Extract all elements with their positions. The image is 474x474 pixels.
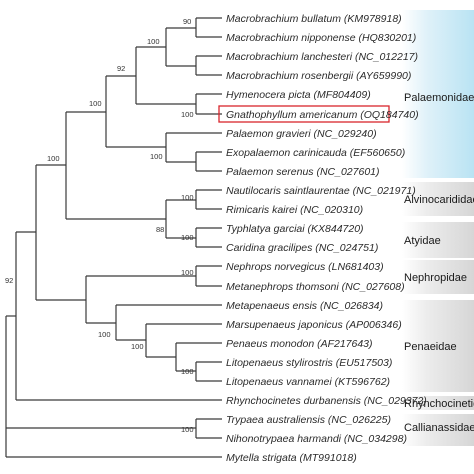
bootstrap-label: 100 xyxy=(89,99,102,108)
palaemonidae-band xyxy=(402,10,474,178)
alvinocarididae-band xyxy=(402,182,474,216)
nephropidae-band xyxy=(402,260,474,294)
taxon-label: Nautilocaris saintlaurentae (NC_021971) xyxy=(226,185,416,197)
taxon-label: Mytella strigata (MT991018) xyxy=(226,452,357,464)
taxon-label: Litopenaeus stylirostris (EU517503) xyxy=(226,357,392,369)
family-label-rhynchocinetidae: Rhynchocinetidae xyxy=(404,398,474,410)
taxon-label: Macrobrachium rosenbergii (AY659990) xyxy=(226,70,411,82)
bootstrap-label: 90 xyxy=(183,17,191,26)
bootstrap-label: 100 xyxy=(181,193,194,202)
family-label-palaemonidae: Palaemonidae xyxy=(404,92,474,104)
bootstrap-label: 92 xyxy=(5,276,13,285)
taxon-label: Penaeus monodon (AF217643) xyxy=(226,338,373,350)
taxon-label: Typhlatya garciai (KX844720) xyxy=(226,223,364,235)
atyidae-band xyxy=(402,222,474,258)
bootstrap-label: 100 xyxy=(181,425,194,434)
taxon-label: Trypaea australiensis (NC_026225) xyxy=(226,414,391,426)
rhynchocinetidae-band xyxy=(402,396,474,410)
taxon-label: Rimicaris kairei (NC_020310) xyxy=(226,204,363,216)
callianassidae-band xyxy=(402,414,474,446)
bootstrap-label: 100 xyxy=(181,268,194,277)
family-label-penaeidae: Penaeidae xyxy=(404,341,457,353)
penaeidae-band xyxy=(402,300,474,392)
taxon-label: Metanephrops thomsoni (NC_027608) xyxy=(226,281,405,293)
bootstrap-label: 100 xyxy=(150,152,163,161)
taxon-label: Metapenaeus ensis (NC_026834) xyxy=(226,300,383,312)
family-label-alvinocarididae: Alvinocarididae xyxy=(404,194,474,206)
taxon-label: Macrobrachium bullatum (KM978918) xyxy=(226,13,402,25)
bootstrap-label: 100 xyxy=(181,110,194,119)
taxon-label: Nephrops norvegicus (LN681403) xyxy=(226,261,384,273)
bootstrap-label: 88 xyxy=(156,225,164,234)
family-bands xyxy=(402,10,474,446)
taxon-label: Hymenocera picta (MF804409) xyxy=(226,89,371,101)
bootstrap-label: 100 xyxy=(47,154,60,163)
taxon-label: Rhynchocinetes durbanensis (NC_029372) xyxy=(226,395,427,407)
highlight-box xyxy=(218,105,390,123)
taxon-label: Macrobrachium lanchesteri (NC_012217) xyxy=(226,51,418,63)
taxon-label: Marsupenaeus japonicus (AP006346) xyxy=(226,319,402,331)
tree-branches xyxy=(5,17,222,458)
bootstrap-values: 90 100 92 100 100 100 100 100 100 88 92 … xyxy=(5,17,194,434)
bootstrap-label: 100 xyxy=(98,330,111,339)
taxon-label: Palaemon gravieri (NC_029240) xyxy=(226,128,377,140)
family-labels: Palaemonidae Alvinocarididae Atyidae Nep… xyxy=(404,92,474,434)
taxon-label-highlighted: Gnathophyllum americanum (OQ184740) xyxy=(226,109,419,121)
taxon-label: Palaemon serenus (NC_027601) xyxy=(226,166,380,178)
bootstrap-label: 100 xyxy=(131,342,144,351)
taxon-label: Caridina gracilipes (NC_024751) xyxy=(226,242,378,254)
taxon-label: Exopalaemon carinicauda (EF560650) xyxy=(226,147,405,159)
bootstrap-label: 100 xyxy=(181,367,194,376)
taxon-label: Litopenaeus vannamei (KT596762) xyxy=(226,376,390,388)
taxon-labels: Macrobrachium bullatum (KM978918) Macrob… xyxy=(218,13,427,464)
family-label-atyidae: Atyidae xyxy=(404,235,441,247)
family-label-nephropidae: Nephropidae xyxy=(404,272,467,284)
bootstrap-label: 92 xyxy=(117,64,125,73)
taxon-label: Nihonotrypaea harmandi (NC_034298) xyxy=(226,433,407,445)
bootstrap-label: 100 xyxy=(181,233,194,242)
family-label-callianassidae: Callianassidae xyxy=(404,422,474,434)
bootstrap-label: 100 xyxy=(147,37,160,46)
taxon-label: Macrobrachium nipponense (HQ830201) xyxy=(226,32,416,44)
